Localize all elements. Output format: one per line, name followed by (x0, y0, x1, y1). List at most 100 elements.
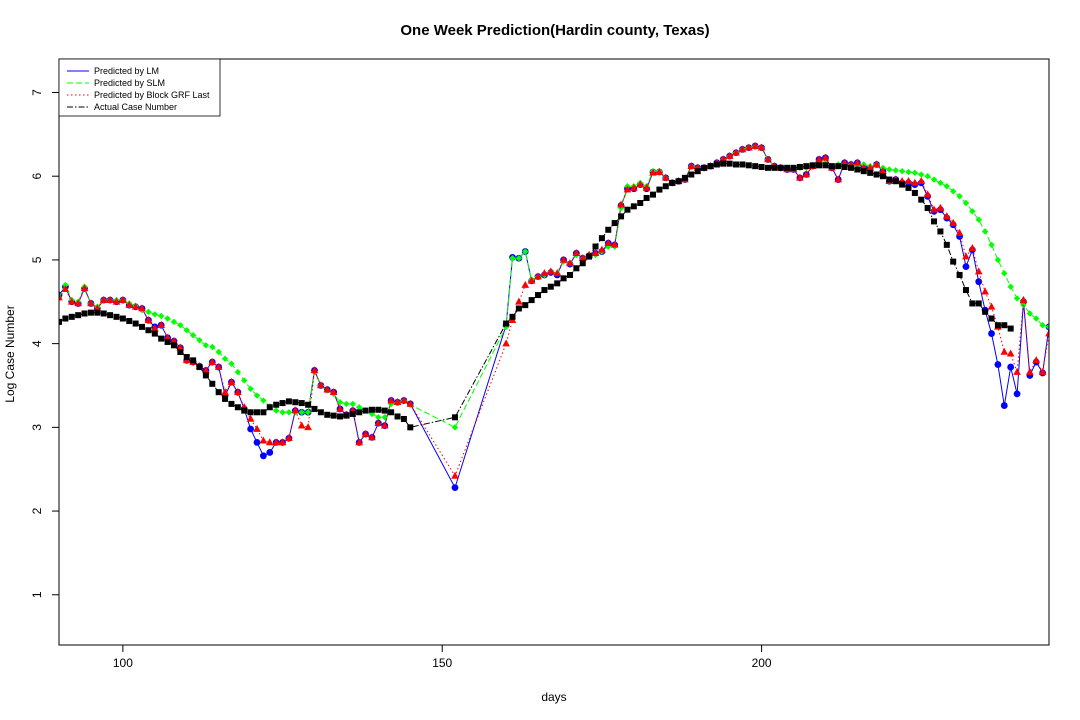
data-point (292, 399, 299, 406)
data-point (886, 166, 893, 173)
data-point (796, 173, 804, 181)
data-point (815, 155, 823, 163)
data-point (202, 366, 210, 374)
data-point (176, 343, 185, 351)
data-point (860, 168, 867, 175)
data-point (368, 406, 375, 413)
data-point (253, 439, 261, 446)
data-point (87, 309, 94, 316)
data-point (336, 404, 344, 412)
data-point (1007, 283, 1014, 290)
data-point (515, 297, 523, 305)
data-point (911, 189, 918, 196)
data-point (899, 181, 906, 188)
data-point (950, 258, 957, 265)
data-point (324, 411, 331, 418)
data-point (630, 203, 637, 210)
data-point (374, 418, 383, 426)
data-point (214, 362, 223, 370)
data-point (170, 342, 177, 349)
legend-label: Predicted by Block GRF Last (94, 90, 210, 100)
data-point (854, 166, 861, 173)
data-point (1013, 367, 1021, 375)
data-point (227, 377, 236, 385)
data-point (125, 300, 134, 308)
data-point (266, 449, 274, 456)
data-point (107, 312, 114, 319)
data-point (247, 409, 254, 416)
data-point (330, 412, 337, 419)
data-point (362, 407, 369, 414)
data-point (368, 433, 376, 441)
data-point (572, 249, 581, 257)
data-point (1006, 349, 1015, 357)
data-point (591, 249, 600, 257)
data-point (777, 164, 784, 171)
data-point (68, 313, 75, 320)
data-point (1026, 367, 1034, 375)
data-point (297, 421, 306, 429)
data-point (540, 269, 549, 277)
data-point (272, 438, 280, 446)
data-point (1039, 322, 1046, 329)
data-point (624, 206, 631, 213)
data-point (790, 164, 797, 171)
data-point (771, 164, 778, 171)
data-point (285, 409, 293, 416)
data-point (745, 143, 753, 151)
data-point (988, 315, 995, 322)
data-point (132, 320, 139, 327)
data-point (623, 185, 632, 193)
data-point (343, 400, 350, 408)
data-point (241, 377, 248, 384)
data-point (719, 155, 728, 163)
data-point (144, 315, 153, 323)
data-point (541, 287, 548, 294)
data-point (183, 354, 190, 361)
data-point (764, 164, 771, 171)
data-point (202, 342, 210, 349)
data-point (937, 228, 944, 235)
data-point (738, 145, 747, 153)
plot-frame (58, 58, 1050, 646)
data-point (962, 199, 970, 207)
data-point (278, 438, 287, 446)
data-point (259, 436, 268, 444)
data-point (675, 178, 682, 185)
y-tick-label: 7 (30, 89, 44, 96)
data-point (866, 163, 874, 171)
data-point (649, 168, 657, 176)
data-point (872, 160, 881, 168)
data-point (1001, 322, 1008, 329)
data-point (311, 405, 318, 412)
data-point (752, 163, 759, 170)
data-point (802, 170, 811, 178)
data-point (509, 255, 516, 262)
data-point (611, 220, 618, 227)
data-point (355, 404, 363, 411)
data-point (509, 313, 516, 320)
data-point (720, 160, 727, 167)
data-point (821, 153, 830, 161)
x-tick-label: 150 (432, 656, 452, 670)
data-point (918, 196, 925, 203)
data-point (669, 179, 676, 186)
data-point (904, 177, 913, 185)
data-point (279, 400, 286, 407)
data-point (375, 406, 382, 413)
data-point (943, 183, 951, 190)
legend-label: Predicted by LM (94, 66, 159, 76)
data-point (253, 424, 261, 432)
data-point (975, 300, 982, 307)
data-point (987, 302, 996, 310)
data-point (968, 243, 977, 251)
data-point (527, 276, 536, 284)
data-point (131, 302, 140, 310)
data-point (713, 161, 720, 168)
data-point (553, 269, 561, 277)
data-point (974, 267, 983, 275)
data-point (394, 413, 401, 420)
data-point (380, 421, 389, 429)
